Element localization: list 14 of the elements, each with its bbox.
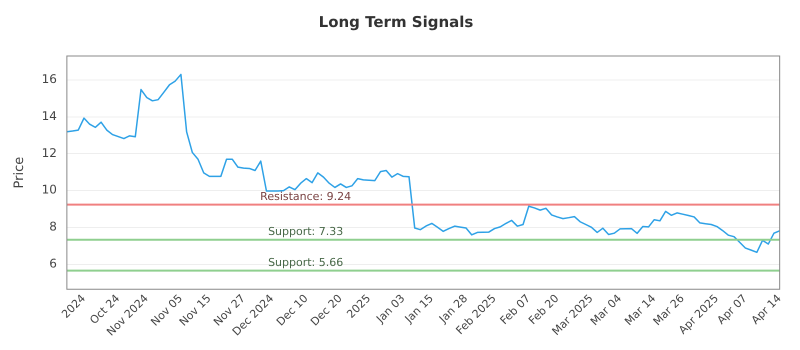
y-tick-label: 16 xyxy=(42,72,57,86)
x-tick-label: Apr 14 xyxy=(748,292,784,327)
y-tick-label: 6 xyxy=(49,256,57,270)
ref-line-label: Support: 5.66 xyxy=(268,256,344,269)
ref-line-label: Resistance: 9.24 xyxy=(260,190,352,203)
x-tick-label: Dec 10 xyxy=(274,292,311,328)
x-tick-label: Dec 20 xyxy=(308,292,345,328)
y-tick-label: 12 xyxy=(42,146,57,160)
y-axis-title: Price xyxy=(12,156,28,188)
y-tick-label: 8 xyxy=(49,220,57,234)
y-tick-label: 10 xyxy=(42,182,57,197)
ref-line-label: Support: 7.33 xyxy=(268,225,344,238)
y-tick-label: 14 xyxy=(42,108,57,123)
chart-title: Long Term Signals xyxy=(318,12,474,31)
